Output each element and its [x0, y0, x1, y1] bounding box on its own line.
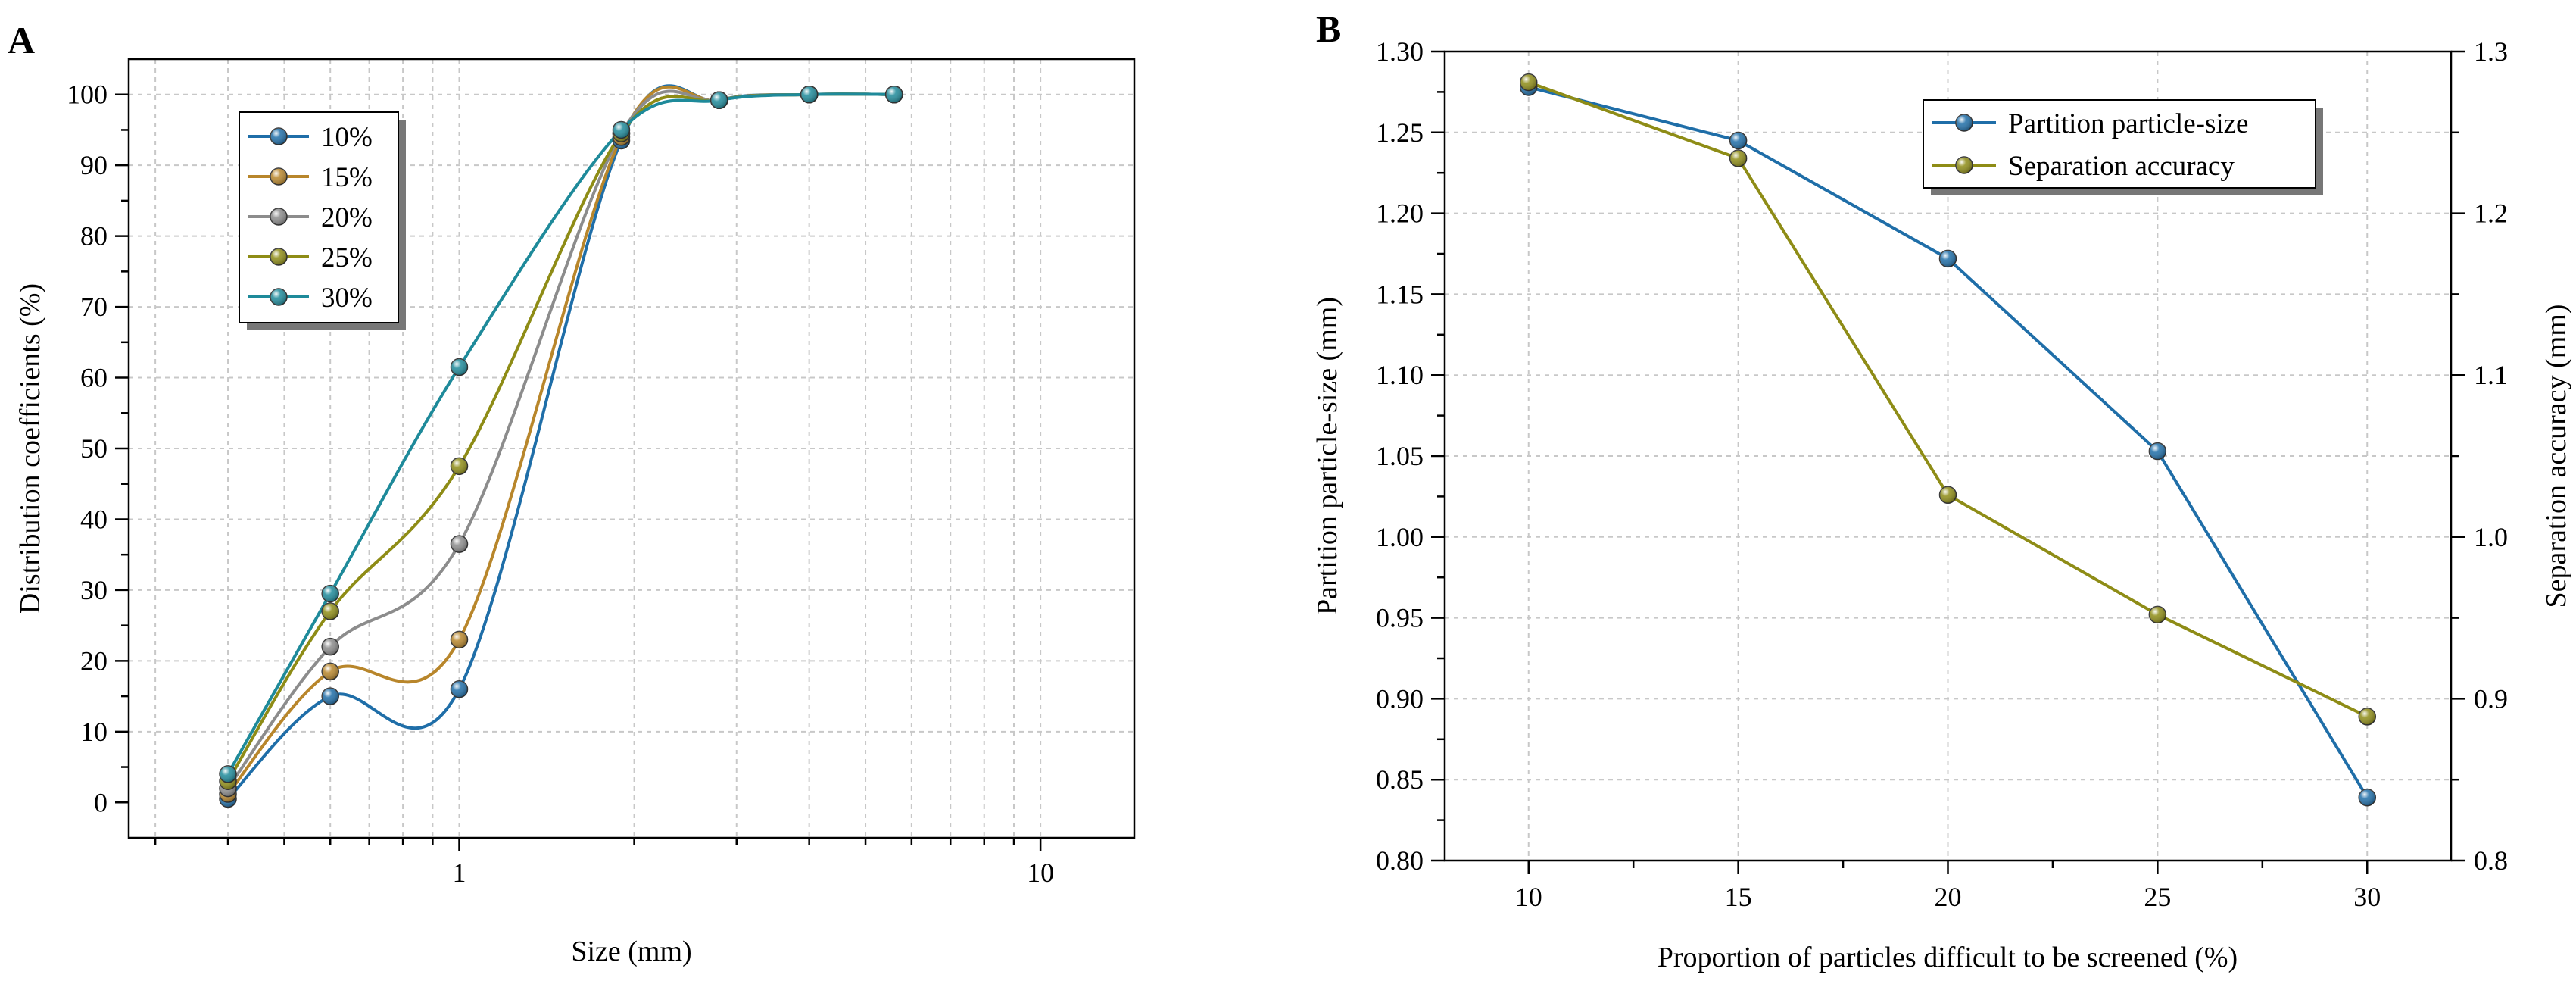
panel-b-y-tick-label: 1.05	[1376, 441, 1424, 471]
panel-a-data-point	[219, 765, 237, 783]
panel-b-y-tick-label: 1.25	[1376, 117, 1424, 148]
panel-b-data-point	[1729, 131, 1748, 150]
panel-b-legend-box	[1923, 99, 2316, 189]
panel-a-y-tick-label: 70	[80, 292, 108, 322]
panel-a-legend-label: 15%	[321, 162, 373, 193]
panel-b-y-tick-label: 1.20	[1376, 198, 1424, 229]
panel-b-y2-tick-label: 1.0	[2474, 522, 2508, 552]
panel-b-series	[1520, 73, 2376, 807]
panel-a-x-tick-label: 10	[1027, 858, 1054, 888]
panel-b-legend-marker	[1955, 114, 1973, 132]
panel-b-y-tick-label: 1.00	[1376, 522, 1424, 552]
panel-b-x-tick-label: 20	[1935, 882, 1962, 912]
panel-b-y-tick-label: 1.15	[1376, 279, 1424, 309]
panel-a-y-tick-label: 90	[80, 150, 108, 180]
panel-a-data-point	[321, 637, 339, 656]
panel-b-data-point	[2148, 442, 2167, 461]
panel-b-x-axis-label: Proportion of particles difficult to be …	[1658, 942, 2238, 973]
panel-b-data-point	[1729, 149, 1748, 167]
panel-a-legend-label: 20%	[321, 202, 373, 233]
panel-b-legend-label: Partition particle-size	[2008, 108, 2248, 139]
panel-b-letter: B	[1316, 8, 1341, 50]
panel-b-x-tick-label: 10	[1515, 882, 1542, 912]
panel-a-series-line	[226, 92, 894, 775]
panel-a-y-tick-label: 50	[80, 433, 108, 464]
panel-a-y-tick-label: 20	[80, 645, 108, 676]
panel-a-legend-entry: 10%	[248, 122, 373, 153]
panel-b-data-point	[1938, 486, 1957, 505]
panel-b-ticks: 10 15 20 25 30 0.80 0.85 0.90 0.95 1.00 1.05 1.10 1.…	[1376, 36, 2508, 912]
panel-a-data-point	[450, 680, 469, 698]
panel-a-y-tick-label: 0	[94, 787, 108, 817]
panel-b-legend-entry: Partition particle-size	[1932, 108, 2248, 139]
panel-a-data-point	[450, 457, 469, 476]
panel-b-y-tick-label: 1.10	[1376, 360, 1424, 390]
panel-b-y-tick-label: 0.95	[1376, 603, 1424, 633]
panel-a-legend-marker	[270, 208, 288, 226]
panel-b-legend-label: Separation accuracy	[2008, 151, 2235, 182]
panel-a-legend-label: 30%	[321, 283, 373, 314]
panel-b-data-point	[2148, 605, 2167, 624]
panel-a-y-tick-label: 10	[80, 717, 108, 747]
panel-b-y-tick-label: 1.30	[1376, 36, 1424, 67]
panel-b-data-point	[1520, 73, 1538, 92]
panel-a-x-tick-label: 1	[453, 858, 466, 888]
panel-a-y-axis-label: Distribution coefficients (%)	[14, 283, 46, 614]
panel-a-y-tick-label: 60	[80, 363, 108, 393]
panel-a-series	[219, 84, 903, 808]
panel-a-legend-marker	[270, 167, 288, 186]
panel-b-y2-axis-label: Separation accuracy (mm)	[2540, 305, 2572, 608]
panel-a-data-point	[321, 602, 339, 620]
panel-a-data-point	[612, 120, 631, 139]
panel-b-y-axis-label: Partition particle-size (mm)	[1311, 297, 1343, 615]
panel-b-y2-tick-label: 0.8	[2474, 845, 2508, 876]
panel-b-legend-entry: Separation accuracy	[1932, 151, 2235, 182]
panel-b-data-point	[1938, 249, 1957, 268]
panel-a-legend-marker	[270, 248, 288, 266]
panel-b-y-tick-label: 0.85	[1376, 764, 1424, 795]
panel-b-y2-tick-label: 1.1	[2474, 360, 2508, 390]
panel-a-y-tick-label: 80	[80, 221, 108, 251]
panel-b-legend-marker	[1955, 156, 1973, 174]
panel-a-legend-label: 10%	[321, 122, 373, 153]
panel-a-data-point	[450, 358, 469, 376]
panel-a-data-point	[450, 630, 469, 649]
panel-b-grid	[1445, 52, 2451, 861]
panel-b-legend: Partition particle-size Separation accura…	[1923, 99, 2323, 195]
panel-a-y-tick-label: 100	[67, 80, 108, 110]
panel-b-y-tick-label: 0.80	[1376, 845, 1424, 876]
panel-a-data-point	[321, 584, 339, 603]
panel-a-legend-entry: 15%	[248, 162, 373, 193]
panel-b-y-tick-label: 0.90	[1376, 683, 1424, 714]
panel-a-legend-label: 25%	[321, 242, 373, 273]
panel-a-legend-entry: 30%	[248, 283, 373, 314]
panel-b-x-tick-label: 15	[1725, 882, 1752, 912]
panel-a-letter: A	[8, 19, 35, 61]
panel-a-legend-entry: 20%	[248, 202, 373, 233]
panel-b-x-tick-label: 30	[2353, 882, 2381, 912]
panel-a-data-point	[885, 85, 903, 104]
panel-a-legend-marker	[270, 288, 288, 306]
panel-b-chart: B 10 15 20 25 300.800.850.900.951.001.051.10…	[1311, 8, 2572, 973]
panel-a-data-point	[710, 91, 728, 109]
panel-a-legend-entry: 25%	[248, 242, 373, 273]
panel-a-legend-marker	[270, 127, 288, 145]
panel-b-x-tick-label: 25	[2144, 882, 2171, 912]
panel-a-data-point	[450, 535, 469, 553]
panel-a-data-point	[321, 662, 339, 681]
panel-b-y2-tick-label: 0.9	[2474, 683, 2508, 714]
panel-a-x-axis-label: Size (mm)	[571, 936, 691, 967]
panel-a-data-point	[800, 85, 819, 104]
panel-a-legend: 10% 15% 20% 25% 30%	[239, 111, 406, 330]
panel-a-y-tick-label: 40	[80, 504, 108, 534]
panel-b-y2-tick-label: 1.3	[2474, 36, 2508, 67]
panel-a-y-tick-label: 30	[80, 575, 108, 605]
panel-a-data-point	[321, 687, 339, 705]
panel-b-y2-tick-label: 1.2	[2474, 198, 2508, 229]
panel-b-data-point	[2358, 788, 2376, 807]
panel-b-data-point	[2358, 708, 2376, 726]
